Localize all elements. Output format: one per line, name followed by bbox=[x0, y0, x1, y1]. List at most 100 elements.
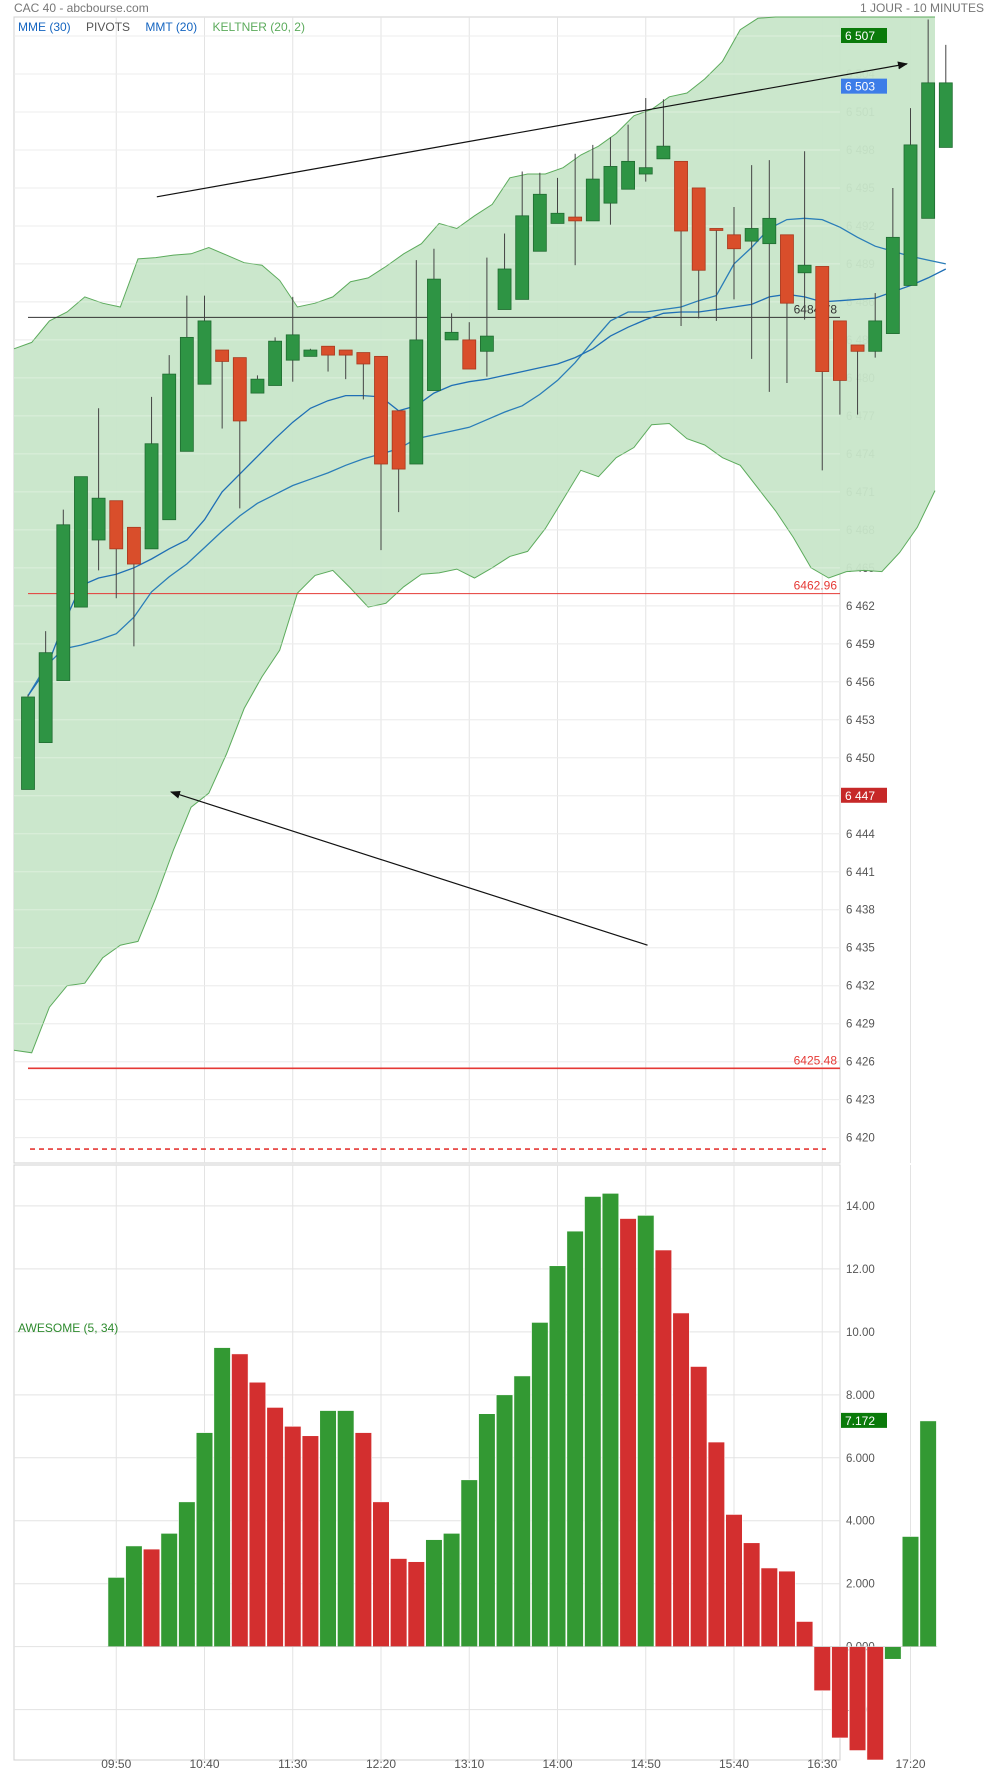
candle-body bbox=[868, 320, 883, 352]
oscillator-bar bbox=[425, 1539, 443, 1647]
trendline-arrow bbox=[170, 790, 648, 946]
price-tag: 6 503 bbox=[845, 80, 875, 94]
candle-body bbox=[462, 339, 477, 370]
mmt-line bbox=[27, 217, 946, 697]
candle-body bbox=[479, 335, 494, 352]
candle-body bbox=[585, 178, 600, 222]
oscillator-bar bbox=[390, 1558, 408, 1647]
candle-body bbox=[674, 160, 688, 232]
oscillator-bar bbox=[848, 1646, 867, 1751]
candle-body bbox=[321, 345, 335, 356]
price-tag-bg bbox=[841, 78, 887, 94]
candle-body bbox=[938, 82, 953, 148]
price-y-tick-label: 6 420 bbox=[846, 1133, 875, 1145]
price-y-tick-label: 6 426 bbox=[846, 1057, 875, 1069]
x-tick-label: 09:50 bbox=[101, 1757, 131, 1771]
price-tag-bg bbox=[841, 787, 887, 803]
oscillator-bar bbox=[495, 1394, 514, 1647]
price-y-tick-label: 6 444 bbox=[846, 829, 875, 841]
price-y-tick-label: 6 462 bbox=[846, 601, 875, 613]
candle-body bbox=[21, 696, 35, 790]
candle-body bbox=[38, 652, 53, 743]
oscillator-y-tick-label: 8.000 bbox=[846, 1390, 875, 1402]
trendline-arrow bbox=[156, 61, 908, 198]
candle-body bbox=[338, 349, 353, 356]
oscillator-bar bbox=[284, 1425, 302, 1647]
candle-body bbox=[356, 352, 371, 365]
oscillator-y-tick-label: 6.000 bbox=[846, 1453, 875, 1465]
candle-body bbox=[232, 357, 247, 422]
candle-body bbox=[197, 320, 212, 385]
oscillator-y-tick-label: 4.000 bbox=[846, 1516, 875, 1528]
candle-body bbox=[903, 144, 918, 286]
oscillator-bar bbox=[248, 1381, 267, 1647]
candle-body bbox=[515, 215, 530, 300]
oscillator-bar bbox=[478, 1413, 496, 1647]
x-tick-label: 15:40 bbox=[719, 1757, 749, 1771]
candle-body bbox=[815, 266, 830, 372]
oscillator-bar bbox=[125, 1545, 143, 1647]
oscillator-legend[interactable]: AWESOME (5, 34) bbox=[18, 1321, 119, 1335]
x-tick-label: 10:40 bbox=[189, 1757, 219, 1771]
oscillator-bar bbox=[513, 1375, 531, 1647]
candle-body bbox=[215, 349, 230, 362]
candle-body bbox=[727, 234, 741, 250]
oscillator-bar bbox=[901, 1536, 920, 1647]
candle-body bbox=[427, 278, 441, 391]
oscillator-bar bbox=[160, 1533, 178, 1647]
period-label: 1 JOUR - 10 MINUTES bbox=[859, 1, 984, 15]
price-y-tick-label: 6 441 bbox=[846, 867, 875, 879]
oscillator-bar bbox=[178, 1501, 196, 1647]
candle-body bbox=[374, 355, 388, 465]
candle-body bbox=[91, 497, 106, 541]
candle-body bbox=[656, 145, 671, 160]
oscillator-y-tick-label: 10.00 bbox=[846, 1327, 875, 1339]
x-tick-label: 11:30 bbox=[278, 1757, 307, 1771]
candle-body bbox=[550, 212, 565, 224]
instrument-title: CAC 40 - abcbourse.com bbox=[14, 1, 149, 15]
oscillator-bar bbox=[548, 1265, 567, 1647]
price-y-tick-label: 6 456 bbox=[846, 677, 875, 689]
oscillator-bar bbox=[707, 1441, 725, 1647]
legend-mme[interactable]: MME (30) bbox=[18, 20, 71, 34]
oscillator-bar bbox=[195, 1432, 214, 1647]
oscillator-bar bbox=[760, 1567, 778, 1647]
level-label: 6462.96 bbox=[794, 579, 838, 593]
price-y-tick-label: 6 435 bbox=[846, 943, 875, 955]
oscillator-bar bbox=[795, 1621, 814, 1647]
candle-body bbox=[74, 476, 88, 608]
legend-pivots[interactable]: PIVOTS bbox=[86, 20, 131, 34]
oscillator-bar bbox=[319, 1410, 337, 1647]
candle-body bbox=[56, 524, 71, 681]
oscillator-bar bbox=[531, 1322, 549, 1647]
candle-body bbox=[833, 320, 847, 381]
oscillator-bar bbox=[354, 1432, 372, 1647]
x-tick-label: 14:50 bbox=[631, 1757, 661, 1771]
oscillator-bar bbox=[266, 1407, 284, 1647]
x-tick-label: 14:00 bbox=[542, 1757, 572, 1771]
oscillator-bar bbox=[442, 1533, 461, 1647]
candle-body bbox=[285, 334, 300, 361]
keltner-band bbox=[14, 17, 935, 1053]
oscillator-y-tick-label: 2.000 bbox=[846, 1579, 875, 1591]
legend-keltner[interactable]: KELTNER (20, 2) bbox=[212, 20, 305, 34]
price-y-tick-label: 6 459 bbox=[846, 639, 875, 651]
candle-body bbox=[109, 500, 124, 550]
legend-mmt[interactable]: MMT (20) bbox=[145, 20, 198, 34]
oscillator-bar bbox=[866, 1646, 884, 1761]
oscillator-bar bbox=[301, 1435, 320, 1647]
oscillator-bar bbox=[107, 1577, 125, 1647]
oscillator-bar bbox=[407, 1561, 425, 1647]
candle-body bbox=[303, 349, 318, 357]
level-label: 6425.48 bbox=[794, 1053, 838, 1067]
oscillator-bar bbox=[919, 1420, 937, 1647]
oscillator-y-tick-label: 12.00 bbox=[846, 1264, 875, 1276]
candle-body bbox=[921, 82, 936, 219]
oscillator-bar bbox=[460, 1479, 478, 1647]
candle-body bbox=[568, 216, 583, 222]
price-y-tick-label: 6 453 bbox=[846, 715, 875, 727]
candle-body bbox=[179, 336, 194, 452]
oscillator-bar bbox=[672, 1312, 690, 1647]
oscillator-bar bbox=[584, 1196, 602, 1647]
